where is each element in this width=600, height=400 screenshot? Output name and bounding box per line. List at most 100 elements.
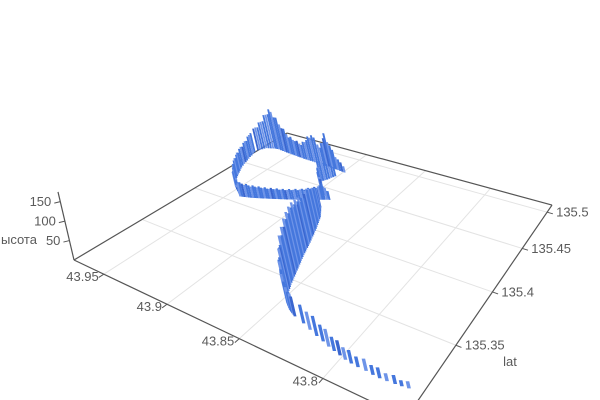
elevation-bar[interactable] [391,374,398,384]
elevation-bar[interactable] [266,114,277,149]
elevation-bar[interactable] [321,142,329,167]
elevation-bar[interactable] [238,182,244,197]
elevation-bar[interactable] [247,134,255,154]
elevation-bar[interactable] [242,142,249,161]
elevation-bar[interactable] [240,183,246,197]
elevation-bar[interactable] [265,188,271,199]
elevation-bar[interactable] [274,117,285,152]
elevation-bar[interactable] [296,190,302,200]
elevation-bar[interactable] [398,380,404,387]
elevation-bar[interactable] [277,189,283,200]
elevation-bar[interactable] [257,122,266,149]
elevation-bar[interactable] [342,166,346,173]
elevation-bar[interactable] [282,128,290,154]
elevation-bar[interactable] [322,133,333,168]
elevation-bars[interactable] [231,109,411,389]
elevation-bar[interactable] [293,141,300,157]
elevation-bar[interactable] [261,121,270,149]
elevation-bar[interactable] [383,373,389,382]
elevation-bar[interactable] [332,167,337,177]
elevation-bar[interactable] [241,146,247,163]
elevation-bar[interactable] [264,114,275,149]
elevation-bar[interactable] [375,367,382,379]
elevation-bar[interactable] [255,187,261,199]
elevation-bar[interactable] [321,138,331,168]
elevation-bar[interactable] [271,189,277,199]
elevation-bar[interactable] [244,183,251,198]
elevation-bar[interactable] [405,381,411,389]
elevation-bar[interactable] [275,188,281,200]
elevation-bar[interactable] [267,188,273,199]
elevation-bar[interactable] [263,187,269,199]
elevation-bar[interactable] [316,186,323,200]
elevation-bar[interactable] [247,185,253,198]
elevation-bar[interactable] [340,347,348,360]
elevation-bar[interactable] [312,137,321,164]
elevation-bar[interactable] [243,141,250,159]
elevation-bar[interactable] [277,124,287,152]
elevation-bar[interactable] [256,127,264,150]
elevation-bar[interactable] [303,142,310,161]
elevation-bar[interactable] [291,139,298,156]
elevation-bar[interactable] [289,136,296,156]
elevation-bar[interactable] [304,140,312,161]
elevation-bar[interactable] [369,364,375,375]
elevation-bar[interactable] [318,147,326,166]
elevation-bar[interactable] [329,336,337,351]
elevation-bar[interactable] [334,157,340,171]
elevation-bar[interactable] [254,127,262,150]
elevation-bar[interactable] [245,140,252,158]
elevation-bar[interactable] [328,145,336,169]
elevation-bar[interactable] [330,149,338,170]
elevation-bar[interactable] [269,187,275,199]
elevation-bar[interactable] [292,189,297,200]
elevation-bar[interactable] [269,111,281,150]
elevation-bar[interactable] [327,166,333,178]
elevation-bar[interactable] [317,161,325,181]
elevation-bar[interactable] [306,136,314,162]
elevation-bar[interactable] [336,159,342,171]
elevation-bar[interactable] [361,358,368,371]
elevation-bar[interactable] [273,189,279,200]
elevation-bar[interactable] [318,185,324,200]
elevation-bar[interactable] [287,188,293,200]
elevation-bar[interactable] [304,311,312,330]
elevation-bar[interactable] [246,136,253,156]
elevation-bar[interactable] [261,188,267,199]
elevation-bar[interactable] [249,133,256,153]
elevation-bar[interactable] [236,183,242,197]
elevation-bar[interactable] [297,304,306,324]
elevation-bar[interactable] [257,186,263,199]
elevation-bar[interactable] [251,185,257,199]
elevation-bar[interactable] [298,143,304,159]
elevation-bar[interactable] [249,186,255,198]
elevation-bar[interactable] [320,186,326,200]
elevation-bar[interactable] [287,137,294,155]
elevation-bar[interactable] [283,190,289,200]
elevation-bar[interactable] [320,164,327,181]
elevation-bar[interactable] [259,121,268,149]
elevation-bar[interactable] [285,134,292,154]
elevation-bar[interactable] [317,324,326,342]
elevation-bar[interactable] [236,152,243,168]
elevation-bar[interactable] [272,117,283,151]
elevation-bar[interactable] [308,137,317,163]
elevation-bar[interactable] [237,148,244,166]
elevation-bar[interactable] [323,328,331,347]
elevation-bar[interactable] [294,188,299,200]
elevation-bar[interactable] [309,135,319,163]
elevation-bar[interactable] [262,115,272,149]
elevation-bar[interactable] [239,146,246,164]
elevation-bar[interactable] [323,188,329,200]
elevation-bar[interactable] [353,356,360,368]
elevation-bar[interactable] [300,144,306,159]
elevation-bar[interactable] [252,128,260,151]
elevation-bar[interactable] [310,315,319,337]
elevation-bar[interactable] [290,190,295,200]
elevation-bar[interactable] [242,184,248,198]
elevation-bar[interactable] [259,187,265,199]
elevation-bar[interactable] [280,128,288,153]
elevation-bar[interactable] [346,349,354,364]
elevation-bar[interactable] [339,162,344,172]
